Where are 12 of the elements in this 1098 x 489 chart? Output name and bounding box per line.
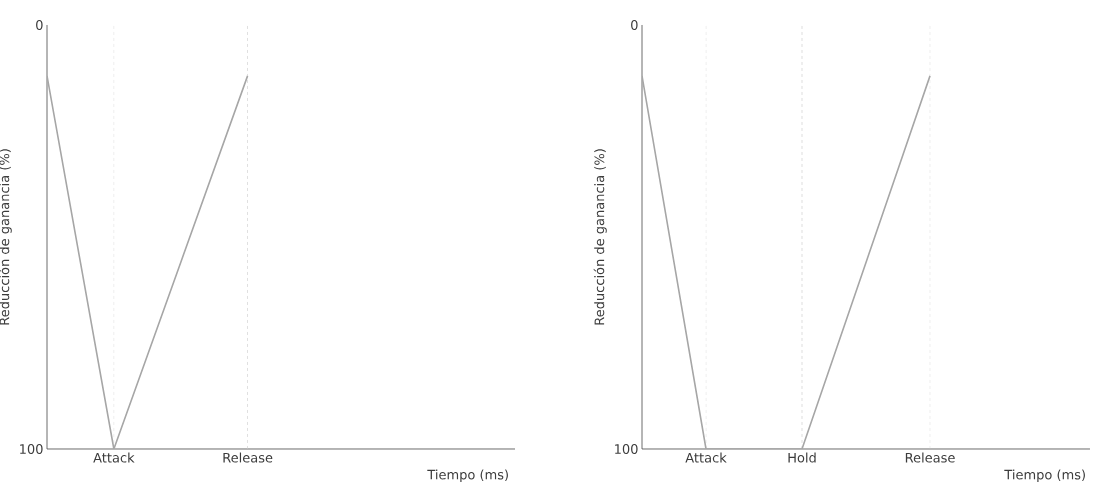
y-tick-label: 0	[631, 20, 638, 30]
y-tick-label: 100	[615, 444, 638, 454]
x-tick-label: Attack	[685, 452, 727, 463]
x-tick-label: Release	[223, 452, 273, 463]
y-tick-label: 100	[20, 444, 43, 454]
y-tick-label: 0	[36, 20, 43, 30]
y-axis-title: Reducción de ganancia (%)	[593, 149, 607, 325]
x-tick-label: Release	[905, 452, 955, 463]
x-axis-title: Tiempo (ms)	[427, 469, 508, 483]
x-tick-label: Hold	[788, 452, 816, 463]
x-tick-label: Attack	[93, 452, 135, 463]
x-axis-title: Tiempo (ms)	[1004, 469, 1085, 483]
